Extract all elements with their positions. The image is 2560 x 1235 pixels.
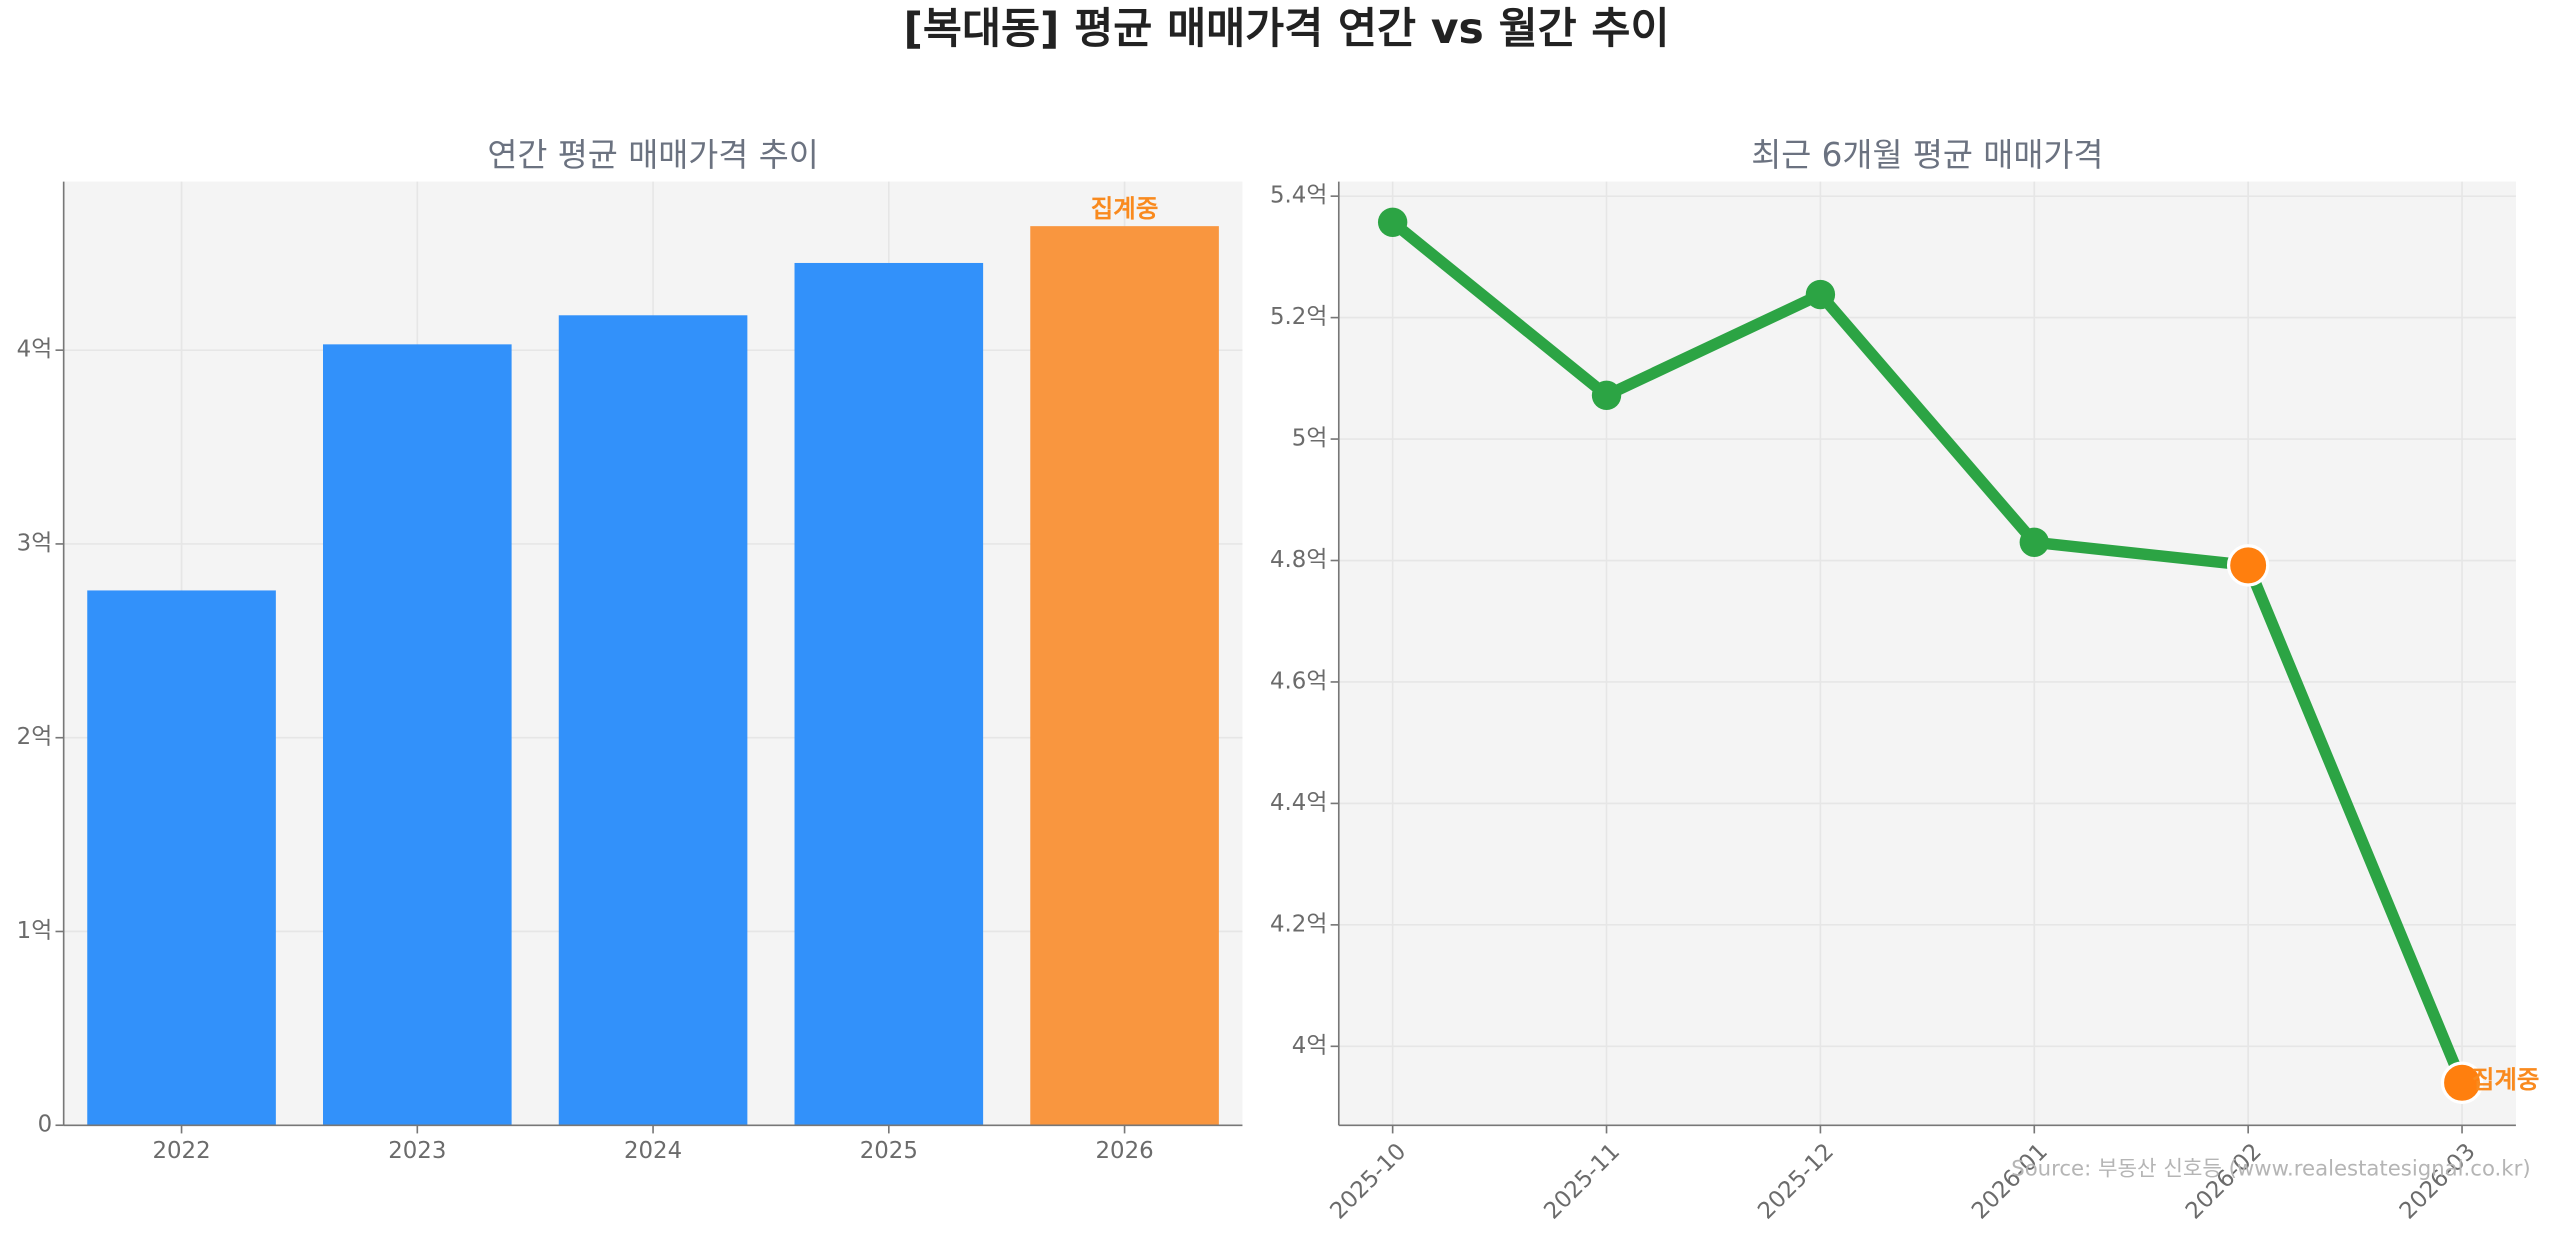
- bar: [558, 315, 748, 1126]
- x-tick-label: 2023: [388, 1138, 446, 1164]
- x-tick-label: 2026-01: [1967, 1139, 2053, 1225]
- source: Source: 부동산 신호등 (www.realestatesignal.co…: [2011, 1156, 2530, 1181]
- x-tick-label: 2026-02: [2181, 1139, 2267, 1225]
- subplot-title: 연간 평균 매매가격 추이: [487, 136, 818, 174]
- bar: [794, 262, 984, 1126]
- x-tick-label: 2025-10: [1325, 1139, 1411, 1225]
- y-tick-label: 5억: [1292, 426, 1328, 452]
- x-tick-label: 2025: [860, 1138, 918, 1164]
- marker: [2226, 544, 2270, 587]
- figure-title: [복대동] 평균 매매가격 연간 vs 월간 추이: [904, 5, 1670, 54]
- x-tick-label: 2025-11: [1539, 1139, 1625, 1225]
- x-tick-label: 2026-03: [2395, 1139, 2481, 1225]
- y-tick-label: 4.4억: [1270, 790, 1327, 816]
- annotation: 집계중: [1091, 194, 1159, 223]
- y-tick-label: 4.8억: [1270, 547, 1327, 573]
- y-tick-label: 4.2억: [1270, 911, 1327, 937]
- subplot: 연간 평균 매매가격 추이 0 1억 2억 3억 4억 2022 2023 2024 2025 20…: [17, 136, 1243, 1164]
- y-tick-label: 0: [38, 1112, 53, 1138]
- marker: [1805, 279, 1836, 310]
- y-tick-label: 2억: [17, 724, 53, 750]
- y-tick-label: 5.4억: [1270, 183, 1327, 209]
- x-tick-label: 2024: [624, 1138, 682, 1164]
- bar: [1030, 226, 1219, 1126]
- bar: [87, 590, 276, 1126]
- line: [1389, 217, 2468, 1085]
- bar: [323, 344, 512, 1126]
- subplot-title: 최근 6개월 평균 매매가격: [1751, 136, 2103, 174]
- y-tick-label: 5.2억: [1270, 304, 1327, 330]
- y-tick-label: 4억: [17, 337, 53, 363]
- x-tick-label: 2025-12: [1753, 1139, 1839, 1225]
- marker: [2019, 527, 2049, 557]
- marker: [2440, 1061, 2484, 1104]
- marker: [1591, 380, 1622, 411]
- annotation: 집계중: [2472, 1065, 2540, 1094]
- y-tick-label: 4.6억: [1270, 668, 1327, 694]
- y-tick-label: 1억: [17, 918, 53, 944]
- y-tick-label: 4억: [1292, 1033, 1328, 1059]
- subplot: 최근 6개월 평균 매매가격 4억 4.2억 4.4억 4.6억 4.8억 5억 5.2억 5.…: [1270, 136, 2539, 1224]
- x-tick-label: 2026: [1096, 1138, 1154, 1164]
- x-tick-label: 2022: [152, 1138, 210, 1164]
- y-tick-label: 3억: [17, 530, 53, 556]
- marker: [1377, 207, 1408, 237]
